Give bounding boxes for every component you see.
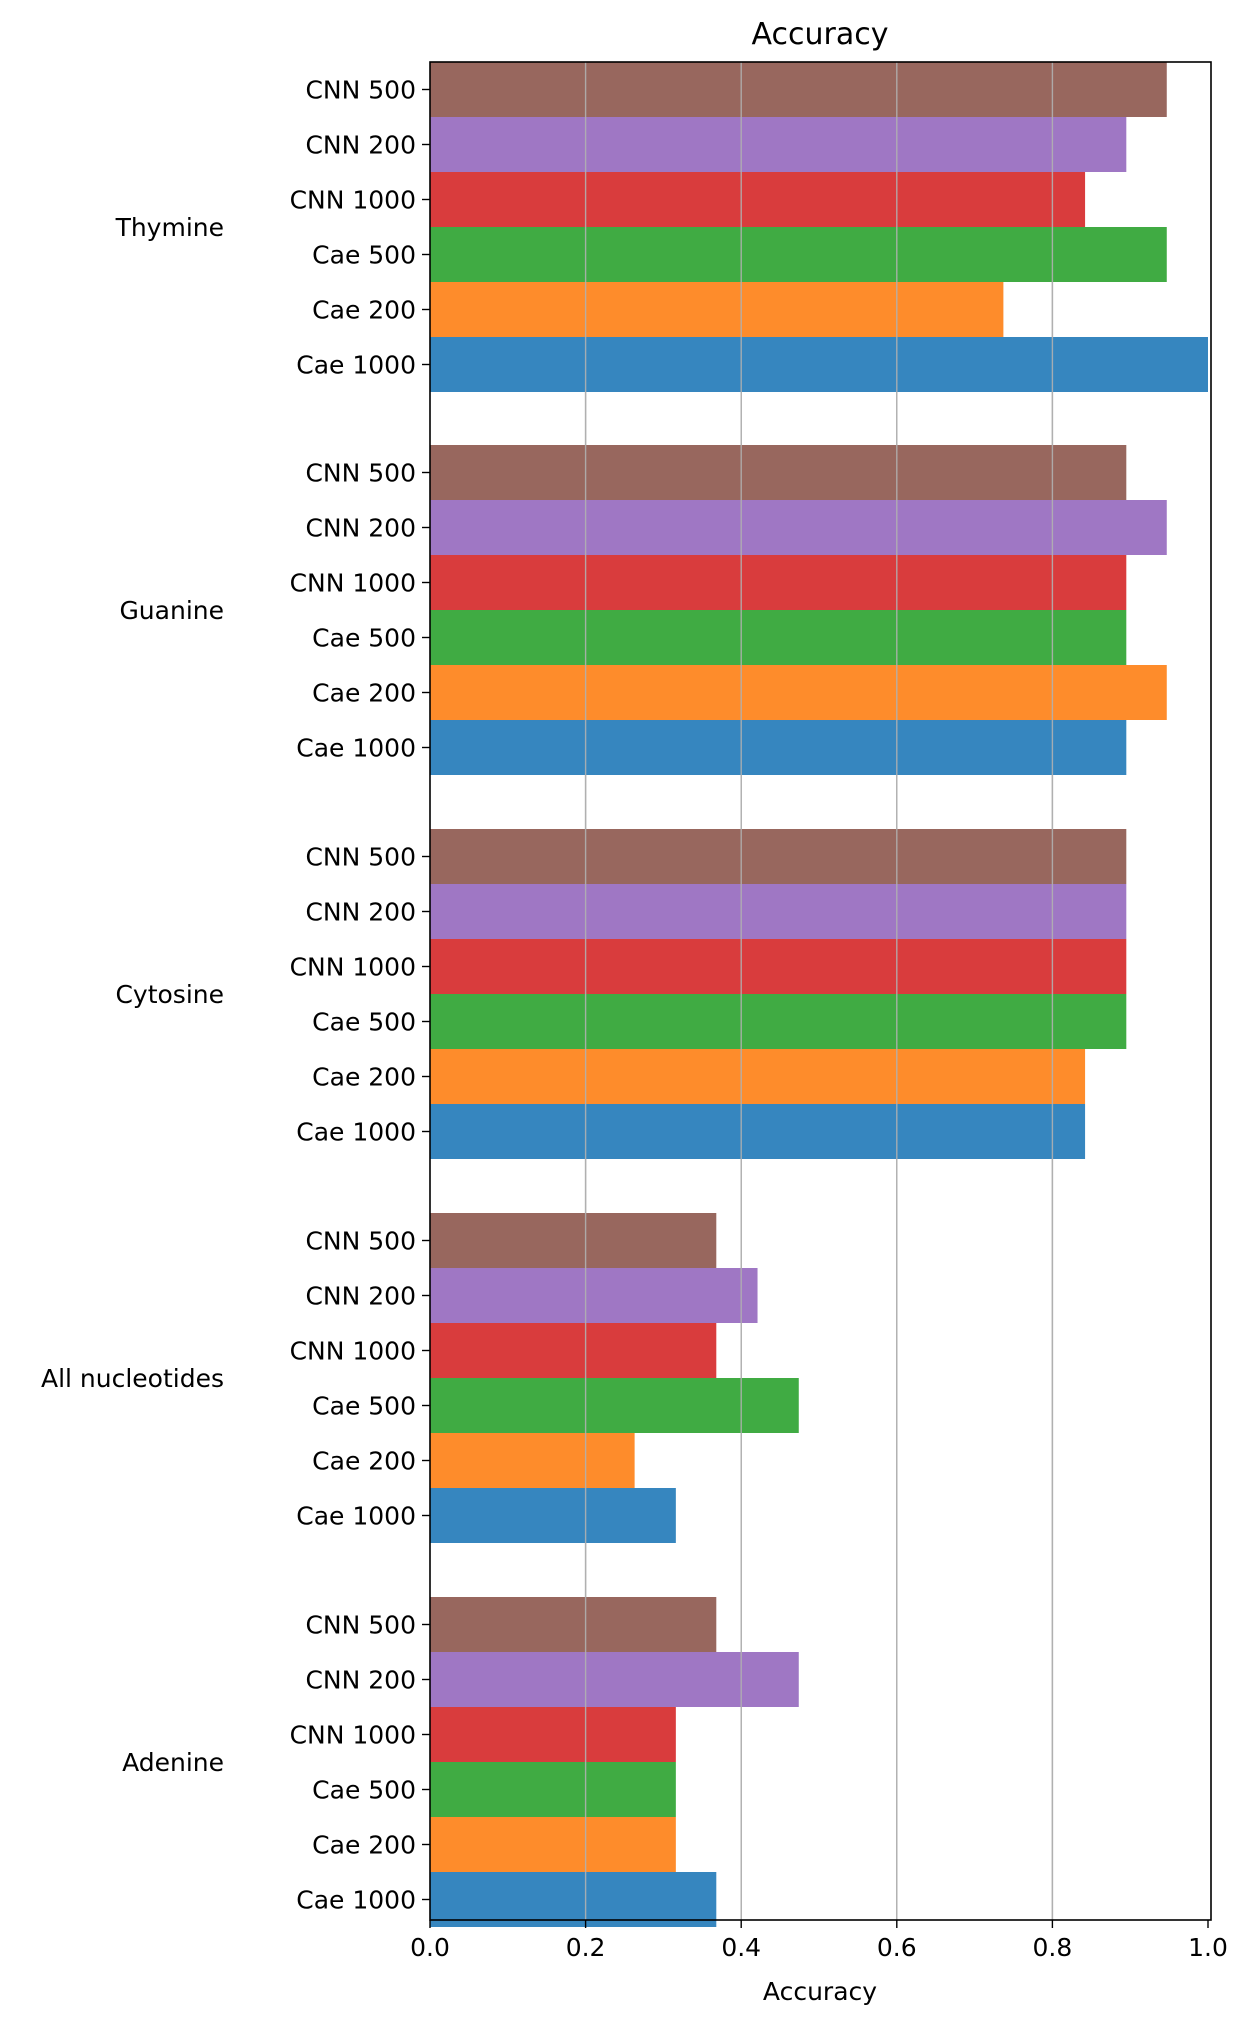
y-tick-label: CNN 200	[305, 1282, 416, 1311]
bar	[430, 665, 1167, 720]
y-tick-label: CNN 500	[305, 459, 416, 488]
bar	[430, 1268, 758, 1323]
bar	[430, 1872, 717, 1927]
bar	[430, 172, 1086, 227]
group-label: Guanine	[119, 596, 224, 625]
bar	[430, 282, 1004, 337]
y-tick-label: CNN 1000	[290, 953, 416, 982]
y-tick-label: CNN 200	[305, 1666, 416, 1695]
y-tick-label: Cae 500	[312, 1392, 416, 1421]
y-tick-label: Cae 1000	[296, 351, 416, 380]
x-tick-label: 1.0	[1188, 1933, 1228, 1962]
group-label: Adenine	[122, 1748, 224, 1777]
y-tick-label: CNN 200	[305, 898, 416, 927]
group-labels: Thymine Guanine Cytosine All nucleotides Ade…	[41, 213, 224, 1777]
y-tick-labels: CNN 500 CNN 200 CNN 1000 Cae 500 Cae 200 Cae …	[290, 76, 430, 1915]
bar	[430, 939, 1127, 994]
bars	[430, 62, 1208, 1927]
bar	[430, 1817, 676, 1872]
y-tick-label: Cae 500	[312, 1008, 416, 1037]
bar	[430, 884, 1127, 939]
x-axis-label: Accuracy	[763, 1977, 877, 2006]
y-tick-label: CNN 1000	[290, 1337, 416, 1366]
y-tick-label: Cae 200	[312, 1447, 416, 1476]
y-tick-label: Cae 500	[312, 624, 416, 653]
y-tick-label: CNN 1000	[290, 1721, 416, 1750]
y-tick-label: Cae 1000	[296, 1886, 416, 1915]
y-tick-label: Cae 500	[312, 241, 416, 270]
bar	[430, 1049, 1086, 1104]
bar	[430, 62, 1167, 117]
y-tick-label: CNN 1000	[290, 186, 416, 215]
bar	[430, 994, 1127, 1049]
chart-title: Accuracy	[752, 17, 889, 52]
bar	[430, 829, 1127, 884]
x-tick-label: 0.6	[877, 1933, 917, 1962]
bar	[430, 337, 1208, 392]
x-tick-label: 0.8	[1033, 1933, 1073, 1962]
y-tick-label: CNN 200	[305, 514, 416, 543]
bar	[430, 445, 1127, 500]
x-tick-labels: 0.0 0.2 0.4 0.6 0.8 1.0	[410, 1920, 1228, 1962]
bar	[430, 555, 1127, 610]
bar	[430, 227, 1167, 282]
y-tick-label: Cae 1000	[296, 1502, 416, 1531]
x-tick-label: 0.4	[721, 1933, 761, 1962]
bar	[430, 1597, 717, 1652]
y-tick-label: CNN 500	[305, 1611, 416, 1640]
y-tick-label: Cae 200	[312, 296, 416, 325]
bar	[430, 500, 1167, 555]
y-tick-label: Cae 200	[312, 679, 416, 708]
y-tick-label: Cae 200	[312, 1831, 416, 1860]
y-tick-label: Cae 1000	[296, 1118, 416, 1147]
group-label: Cytosine	[115, 980, 224, 1009]
bar	[430, 1652, 799, 1707]
y-tick-label: CNN 500	[305, 1227, 416, 1256]
bar	[430, 1323, 717, 1378]
y-tick-label: Cae 1000	[296, 734, 416, 763]
plot-frame	[429, 61, 1212, 1921]
bar	[430, 1488, 676, 1543]
x-tick-label: 0.0	[410, 1933, 450, 1962]
bar	[430, 1762, 676, 1817]
bar	[430, 720, 1127, 775]
bar	[430, 1433, 635, 1488]
x-tick-label: 0.2	[566, 1933, 606, 1962]
bar	[430, 1104, 1086, 1159]
y-tick-label: CNN 500	[305, 76, 416, 105]
y-tick-label: Cae 500	[312, 1776, 416, 1805]
y-tick-label: CNN 1000	[290, 569, 416, 598]
group-label: Thymine	[115, 213, 224, 242]
bar	[430, 117, 1127, 172]
y-tick-label: CNN 200	[305, 131, 416, 160]
bar	[430, 610, 1127, 665]
y-tick-label: CNN 500	[305, 843, 416, 872]
bar	[430, 1378, 799, 1433]
group-label: All nucleotides	[41, 1364, 224, 1393]
bar	[430, 1707, 676, 1762]
bar	[430, 1213, 717, 1268]
gridlines-over	[584, 62, 1054, 1920]
y-tick-label: Cae 200	[312, 1063, 416, 1092]
